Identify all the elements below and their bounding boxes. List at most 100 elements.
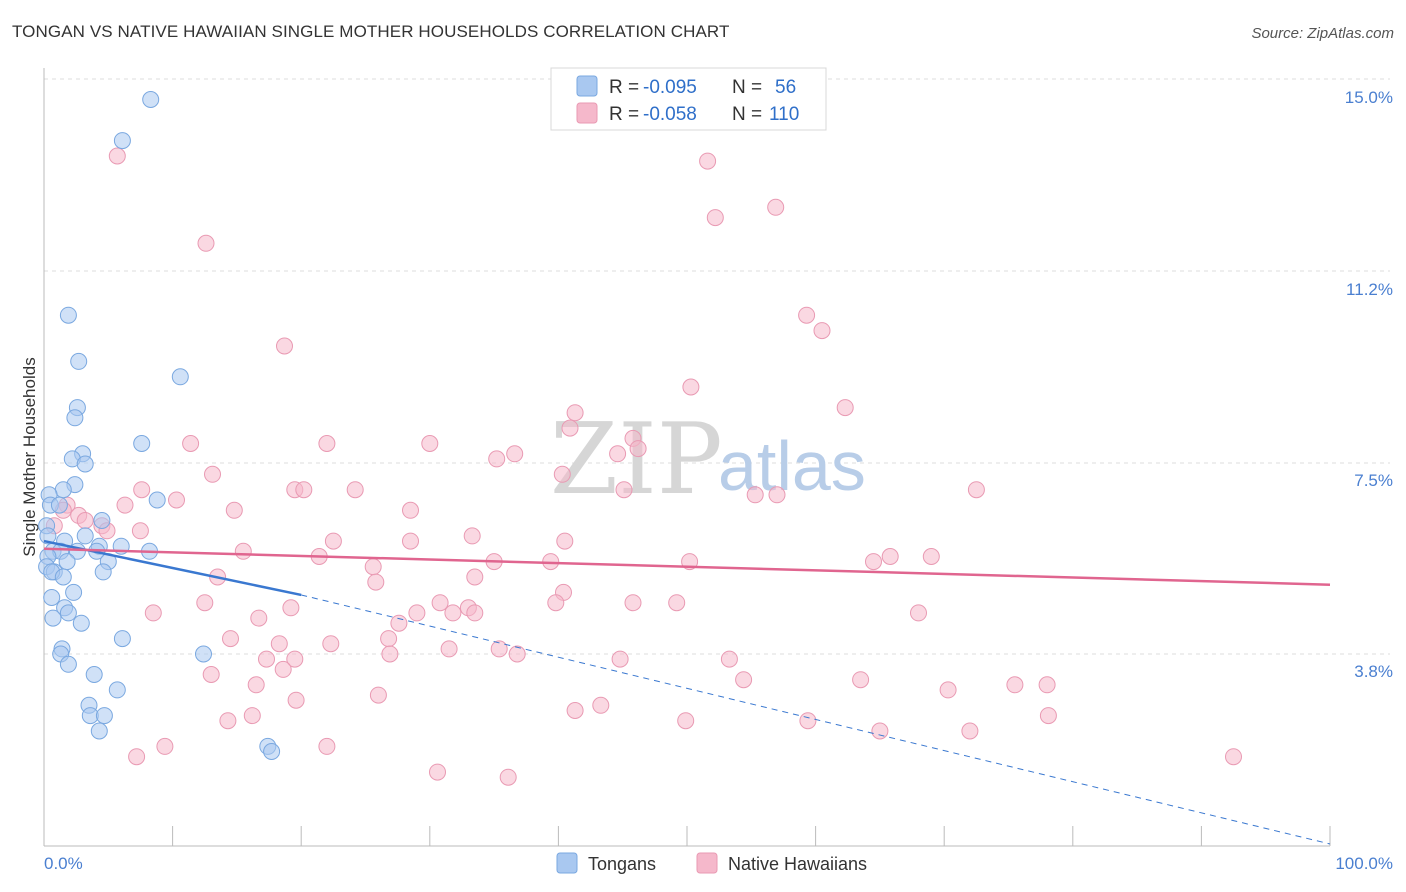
point-native-hawaiians: [225, 501, 243, 519]
axes: [43, 68, 1331, 847]
point-native-hawaiians: [250, 609, 268, 627]
bottom-legend: Tongans Native Hawaiians: [556, 852, 867, 874]
point-native-hawaiians: [318, 737, 336, 755]
point-native-hawaiians: [318, 435, 336, 452]
legend: R = -0.095 N = 56 R = -0.058 N = 110: [550, 67, 827, 131]
point-native-hawaiians: [346, 481, 364, 499]
point-native-hawaiians: [247, 676, 265, 694]
point-native-hawaiians: [402, 501, 419, 519]
watermark-zip: ZIP: [550, 403, 723, 517]
point-native-hawaiians: [1039, 707, 1057, 725]
x-tick-label-0: 0.0%: [44, 854, 83, 873]
point-tongans: [142, 91, 160, 108]
point-native-hawaiians: [499, 768, 517, 786]
legend-r-label-1: R =: [609, 77, 639, 98]
point-native-hawaiians: [219, 712, 237, 730]
point-native-hawaiians: [324, 532, 342, 550]
point-native-hawaiians: [133, 481, 151, 499]
y-tick-label-11-2: 11.2%: [1346, 280, 1393, 299]
legend-n-label-1: N =: [732, 77, 762, 98]
point-native-hawaiians: [421, 435, 439, 452]
point-native-hawaiians: [282, 599, 300, 617]
bottom-legend-swatch-tongans: [556, 852, 578, 874]
source-label: Source: ZipAtlas.com: [1251, 25, 1394, 42]
point-tongans: [76, 455, 94, 473]
point-native-hawaiians: [1006, 676, 1024, 694]
point-tongans: [59, 655, 77, 673]
point-native-hawaiians: [566, 404, 584, 422]
point-native-hawaiians: [735, 671, 753, 689]
y-axis-label: Single Mother Households: [20, 357, 39, 556]
point-native-hawaiians: [369, 686, 387, 704]
point-tongans: [90, 722, 108, 740]
point-native-hawaiians: [561, 419, 579, 437]
point-native-hawaiians: [967, 481, 985, 499]
point-native-hawaiians: [408, 604, 426, 622]
point-tongans: [72, 614, 90, 632]
point-native-hawaiians: [699, 152, 717, 170]
point-tongans: [59, 306, 77, 324]
point-native-hawaiians: [243, 707, 261, 725]
point-native-hawaiians: [746, 486, 764, 504]
point-tongans: [108, 681, 126, 699]
point-native-hawaiians: [444, 604, 462, 622]
point-tongans: [54, 481, 72, 499]
y-tick-label-15: 15.0%: [1345, 88, 1393, 107]
bottom-legend-label-native-hawaiians: Native Hawaiians: [728, 854, 867, 874]
point-native-hawaiians: [258, 650, 275, 668]
point-native-hawaiians: [364, 558, 382, 576]
point-tongans: [50, 496, 68, 514]
point-native-hawaiians: [287, 691, 305, 709]
point-native-hawaiians: [196, 594, 214, 612]
point-tongans: [39, 527, 57, 545]
point-native-hawaiians: [506, 445, 524, 463]
point-native-hawaiians: [440, 640, 458, 658]
point-native-hawaiians: [168, 491, 185, 509]
point-tongans: [113, 630, 131, 648]
point-native-hawaiians: [402, 532, 419, 550]
point-native-hawaiians: [881, 548, 899, 565]
point-native-hawaiians: [322, 635, 340, 653]
point-native-hawaiians: [767, 198, 785, 216]
point-native-hawaiians: [871, 722, 889, 740]
x-tick-labels: 0.0% 100.0%: [44, 854, 1393, 873]
point-native-hawaiians: [609, 445, 627, 463]
point-native-hawaiians: [910, 604, 927, 622]
point-native-hawaiians: [429, 763, 446, 781]
point-tongans: [44, 609, 62, 627]
x-tick-label-100: 100.0%: [1335, 854, 1393, 873]
point-native-hawaiians: [295, 481, 313, 499]
point-native-hawaiians: [234, 542, 252, 560]
point-native-hawaiians: [813, 322, 831, 340]
point-tongans: [148, 491, 166, 509]
x-axis-ticks: [43, 826, 1331, 846]
data-points: [38, 91, 1242, 786]
point-tongans: [171, 368, 189, 386]
point-native-hawaiians: [615, 481, 633, 499]
point-native-hawaiians: [270, 635, 288, 653]
point-native-hawaiians: [463, 527, 481, 545]
point-native-hawaiians: [144, 604, 162, 622]
point-native-hawaiians: [286, 650, 304, 668]
trend-line-native-hawaiians: [43, 547, 1331, 586]
bottom-legend-swatch-native-hawaiians: [696, 852, 718, 874]
legend-n-value-1: 56: [775, 77, 796, 98]
point-tongans: [94, 563, 112, 581]
point-native-hawaiians: [222, 630, 239, 648]
point-tongans: [43, 589, 61, 606]
point-native-hawaiians: [131, 522, 149, 540]
point-tongans: [93, 512, 111, 529]
watermark: ZIP atlas: [550, 403, 866, 517]
legend-r-value-1: -0.095: [643, 77, 697, 98]
point-native-hawaiians: [156, 737, 174, 755]
point-native-hawaiians: [466, 604, 484, 622]
point-native-hawaiians: [367, 573, 385, 591]
point-native-hawaiians: [182, 435, 200, 452]
point-native-hawaiians: [431, 594, 449, 612]
point-native-hawaiians: [390, 614, 408, 632]
point-native-hawaiians: [939, 681, 957, 699]
legend-r-label-2: R =: [609, 104, 639, 125]
point-tongans: [263, 743, 281, 760]
point-native-hawaiians: [624, 594, 642, 612]
point-tongans: [59, 604, 77, 622]
